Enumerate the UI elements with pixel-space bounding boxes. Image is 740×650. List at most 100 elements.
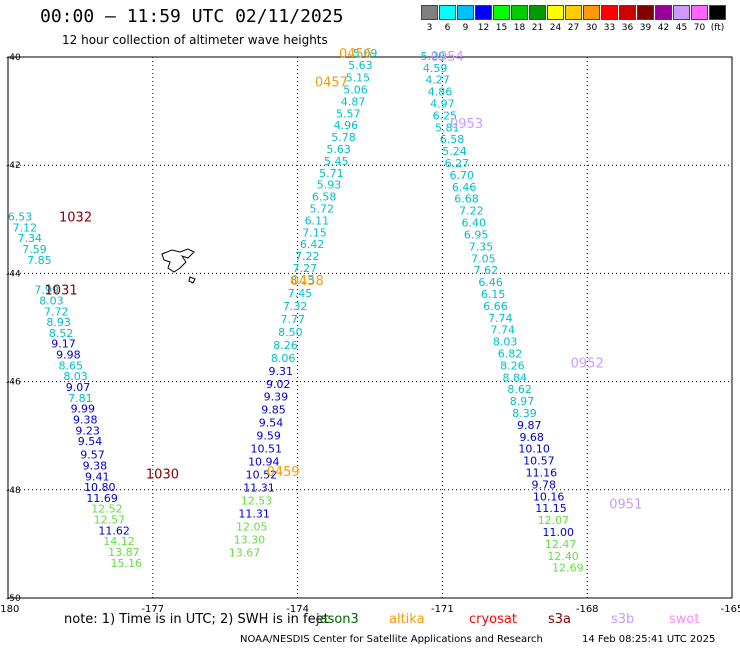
time-label: 0458 [291,274,324,289]
chart-title: 00:00 – 11:59 UTC 02/11/2025 [40,6,344,27]
x-tick-label: -180 [0,604,19,615]
swh-value: 9.07 [66,381,91,394]
time-label: 1032 [59,211,92,226]
swh-value: 7.85 [27,254,52,267]
mission-altika: altika [389,612,425,627]
swh-value: 8.03 [39,294,64,307]
legend-label: 6 [444,23,451,33]
swh-value: 6.95 [464,228,489,241]
swh-value: 10.80 [84,481,116,494]
chart-subtitle: 12 hour collection of altimeter wave hei… [62,33,328,47]
swh-value: 8.39 [512,407,537,420]
y-tick-label: -44 [6,269,21,279]
swh-value: 9.23 [75,424,100,437]
legend-swatch [601,5,618,20]
swh-value: 9.54 [259,417,284,430]
y-tick-label: -50 [6,594,21,604]
swh-value: 9.38 [83,459,108,472]
swh-value: 6.68 [454,193,479,206]
swh-value: 12.07 [538,514,570,527]
y-tick-label: -46 [6,378,21,388]
swh-value: 9.78 [532,478,557,491]
legend-swatch [421,5,438,20]
swh-value: 5.15 [346,72,371,85]
swh-value: 9.02 [266,378,291,391]
swh-value: 11.31 [243,482,275,495]
legend-swatch [493,5,510,20]
swh-value: 6.58 [312,191,337,204]
swh-value: 9.39 [264,391,289,404]
legend-label: 27 [567,23,580,33]
swh-value: 7.45 [288,287,313,300]
swh-value: 10.94 [248,456,280,469]
time-label: 0954 [431,50,464,65]
swh-value: 7.77 [281,313,306,326]
swh-value: 8.93 [46,316,71,329]
swh-value: 8.03 [63,370,88,383]
time-label: 0457 [315,75,348,90]
swh-value: 5.57 [336,107,361,120]
swh-value: 10.51 [250,443,282,456]
x-tick-label: -174 [286,604,309,615]
swh-value: 6.66 [483,300,508,313]
legend-label: 24 [549,23,562,33]
swh-value: 11.62 [98,524,130,537]
swh-value: 11.16 [526,466,558,479]
swh-value: 4.97 [430,98,455,111]
swh-value: 7.32 [283,300,308,313]
swh-value: 11.15 [535,502,567,515]
legend-swatch [565,5,582,20]
legend-label: 12 [477,23,490,33]
legend-swatch [691,5,708,20]
swh-value: 12.05 [236,521,268,534]
legend-label: (ft) [710,23,725,33]
swh-value: 7.74 [488,312,513,325]
swh-value: 9.41 [85,470,110,483]
legend-swatch [475,5,492,20]
legend-swatch [547,5,564,20]
time-label: 1031 [45,284,78,299]
legend-label: 21 [531,23,544,33]
swh-value: 8.50 [278,326,303,339]
swh-value: 8.06 [271,352,296,365]
legend-label: 9 [462,23,469,33]
swh-value: 12.53 [241,495,273,508]
time-label: 0456 [339,47,372,62]
mission-swot: swot [669,612,700,627]
swh-value: 7.27 [293,262,318,275]
swh-value: 7.35 [469,240,494,253]
swh-value: 15.16 [111,557,143,570]
x-tick-label: -171 [431,604,454,615]
mission-s3b: s3b [611,612,635,627]
legend-label: 42 [657,23,670,33]
swh-value: 6.58 [440,133,465,146]
swh-value: 8.84 [503,371,528,384]
legend-swatch [439,5,456,20]
swh-value: 9.17 [51,338,76,351]
swh-value: 10.16 [533,490,565,503]
swh-value: 7.81 [68,392,93,405]
swh-value: 5.71 [319,167,344,180]
legend-swatch [655,5,672,20]
swh-value: 7.62 [474,264,499,277]
swh-value: 5.45 [324,155,349,168]
swh-value: 5.24 [442,145,467,158]
swh-value: 8.62 [507,383,532,396]
swh-value: 9.98 [56,349,81,362]
swh-value: 7.22 [295,250,320,263]
swh-value: 5.63 [348,59,373,72]
legend-swatch [619,5,636,20]
legend-label: 18 [513,23,526,33]
legend-label: 15 [495,23,508,33]
x-tick-label: -168 [576,604,599,615]
swh-value: 4.86 [428,86,453,99]
swh-value: 8.26 [273,339,298,352]
legend-label: 33 [603,23,616,33]
swh-value: 5.93 [317,179,342,192]
swh-value: 7.22 [459,205,484,218]
x-tick-label: -177 [141,604,164,615]
swh-value: 11.69 [86,492,118,505]
swh-value: 8.97 [510,395,535,408]
swh-value: 6.25 [433,109,458,122]
legend-swatch [529,5,546,20]
